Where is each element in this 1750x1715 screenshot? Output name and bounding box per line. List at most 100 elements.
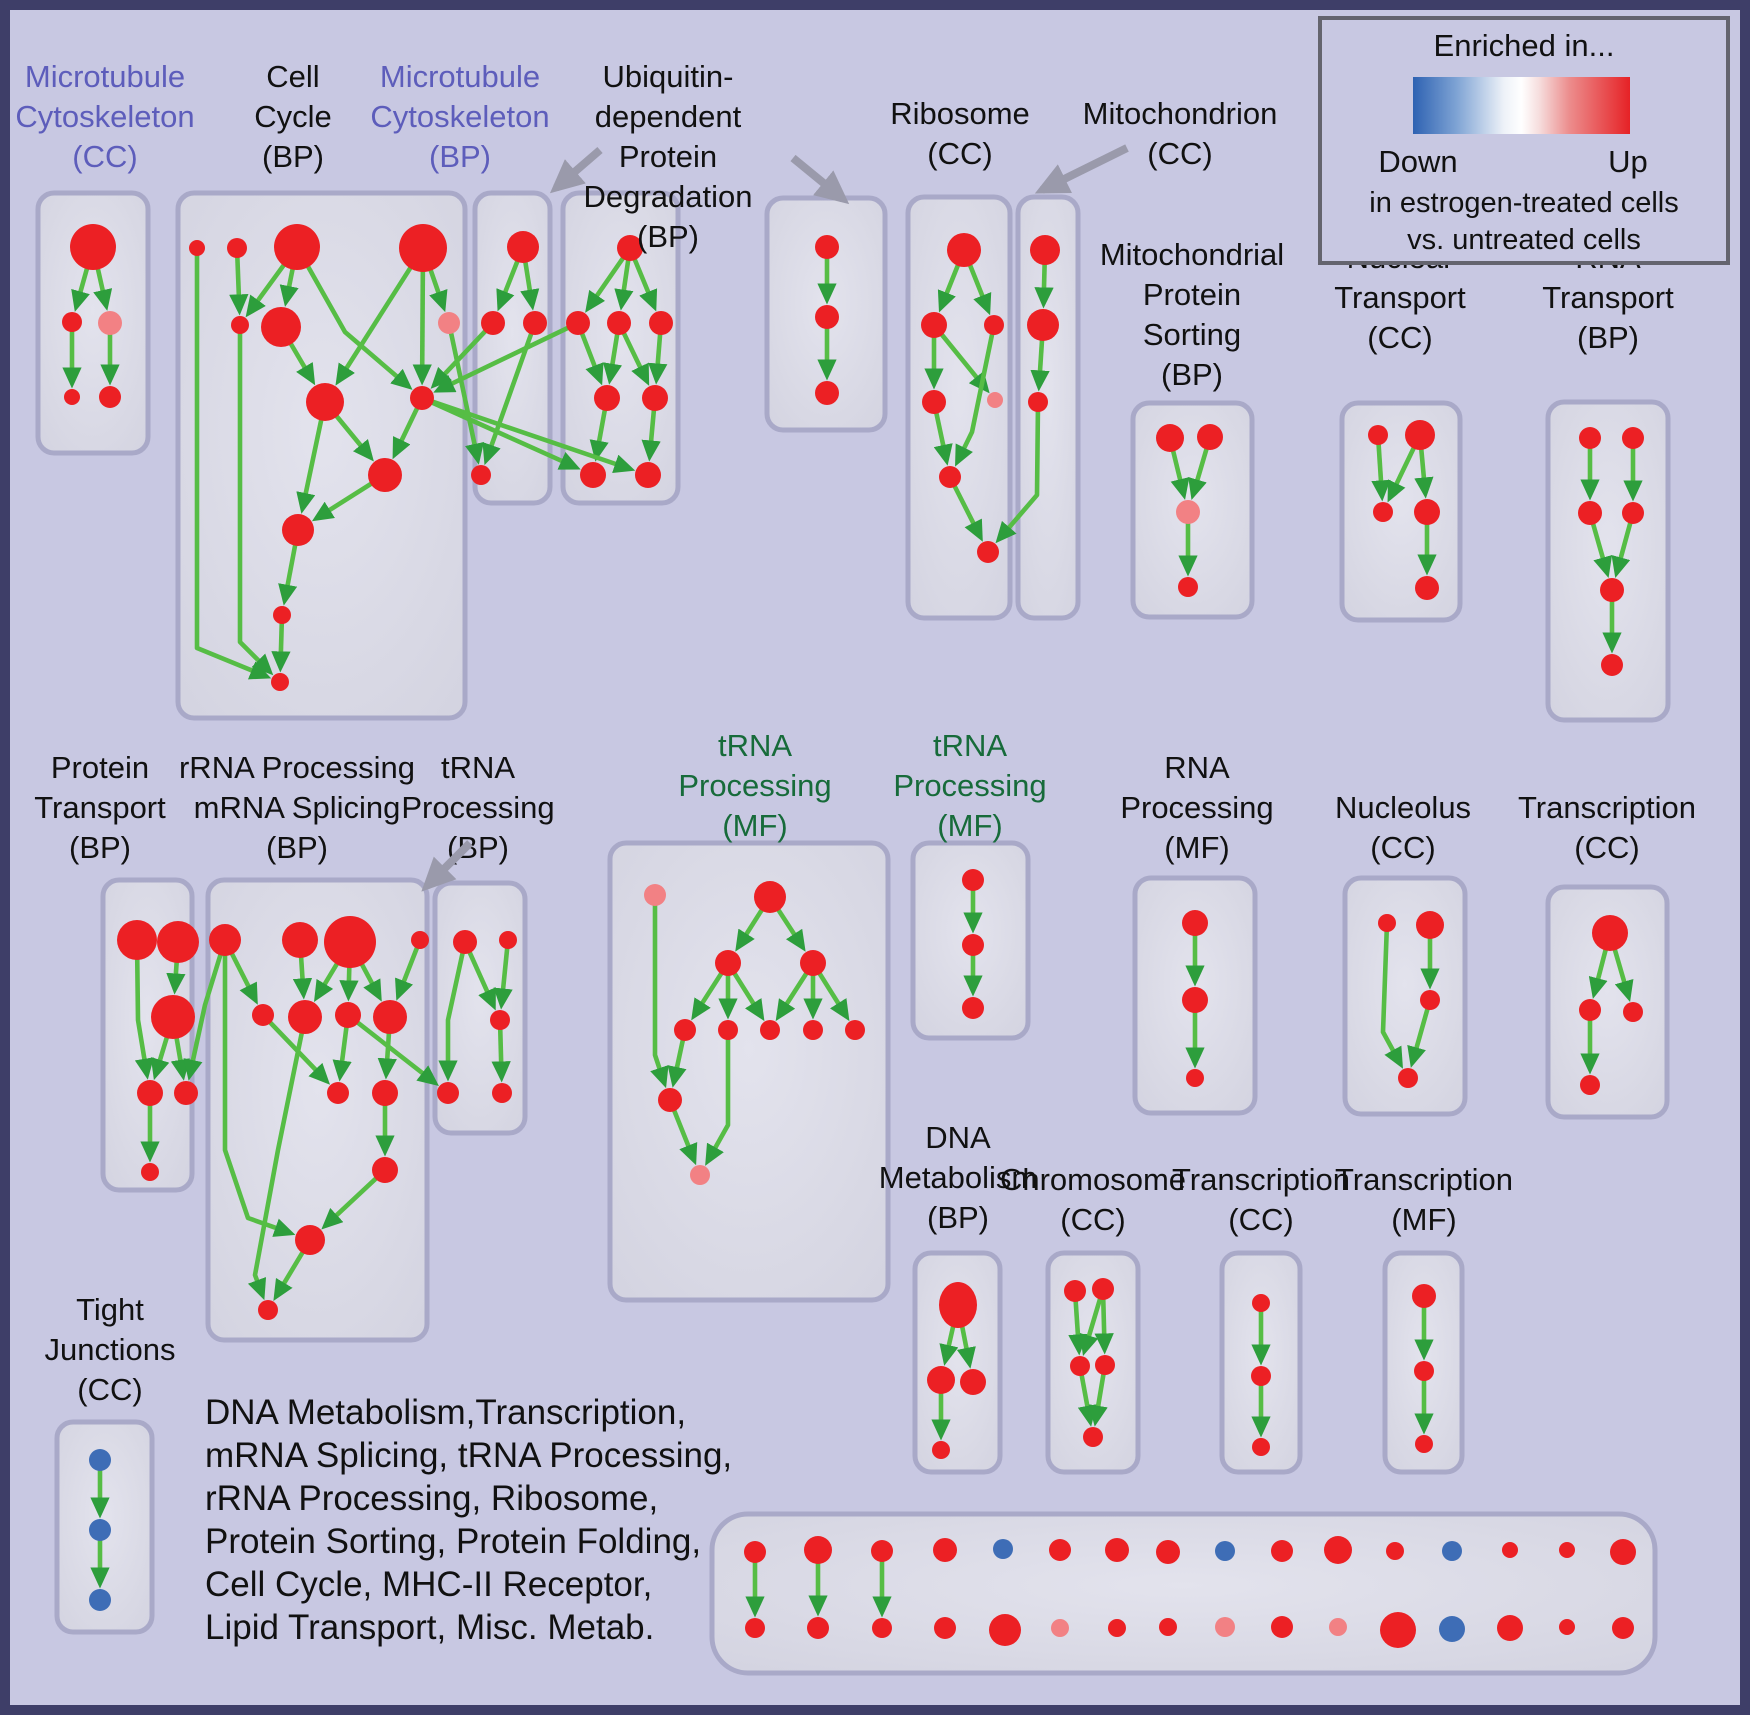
go-term-node-ch2 bbox=[1092, 1278, 1114, 1300]
go-term-node-sa6 bbox=[1049, 1539, 1071, 1561]
go-term-node-rt5 bbox=[1600, 578, 1624, 602]
label-pointer-arrow-2 bbox=[1034, 144, 1129, 194]
go-term-node-ms1 bbox=[1156, 424, 1184, 452]
go-term-node-sa7 bbox=[1105, 1538, 1129, 1562]
go-term-node-rp1 bbox=[1182, 910, 1208, 936]
go-term-node-tj2 bbox=[89, 1519, 111, 1541]
group-label-tight-junctions: Tight Junctions (CC) bbox=[45, 1292, 176, 1407]
go-term-node-rb6 bbox=[939, 466, 961, 488]
go-term-node-ub2 bbox=[815, 305, 839, 329]
group-label-ubiquitin-a: Ubiquitin-dependent Protein Degradation (BP… bbox=[584, 59, 753, 254]
go-term-node-rp3 bbox=[1186, 1069, 1204, 1087]
go-term-node-mi3 bbox=[1028, 392, 1048, 412]
edge-trna-mf-large bbox=[650, 895, 669, 1089]
go-term-node-rp2 bbox=[1182, 987, 1208, 1013]
group-label-protein-transport: Protein Transport (BP) bbox=[34, 750, 166, 865]
edge-rrna-mrna bbox=[321, 1168, 387, 1230]
go-term-node-tj3 bbox=[89, 1589, 111, 1611]
edge-ribosome bbox=[932, 323, 990, 394]
go-term-node-sb15 bbox=[1559, 1619, 1575, 1635]
go-term-node-cc1 bbox=[189, 240, 205, 256]
go-term-node-ua5 bbox=[594, 385, 620, 411]
go-term-node-sb13 bbox=[1439, 1616, 1465, 1642]
go-term-node-sa12 bbox=[1386, 1542, 1404, 1560]
go-term-node-tj1 bbox=[89, 1449, 111, 1471]
go-term-node-dm3 bbox=[960, 1369, 986, 1395]
go-term-node-rr10 bbox=[372, 1080, 398, 1106]
go-term-node-tm3 bbox=[715, 950, 741, 976]
edge-rrna-mrna bbox=[222, 940, 296, 1237]
go-term-node-pt2 bbox=[157, 921, 199, 963]
go-term-node-rb3 bbox=[984, 315, 1004, 335]
edge-ribosome bbox=[955, 324, 997, 467]
go-term-node-tm2 bbox=[754, 881, 786, 913]
go-term-node-ms3 bbox=[1176, 500, 1200, 524]
go-term-node-nt4 bbox=[1414, 499, 1440, 525]
go-term-node-mi2 bbox=[1027, 309, 1059, 341]
go-term-node-rr8 bbox=[373, 1000, 407, 1034]
go-term-node-sb4 bbox=[934, 1617, 956, 1639]
legend-down-label: Down bbox=[1378, 144, 1457, 179]
group-box-nuclear-transport bbox=[1339, 400, 1463, 623]
go-term-node-rr5 bbox=[252, 1004, 274, 1026]
go-term-node-ms4 bbox=[1178, 577, 1198, 597]
go-term-node-ms2 bbox=[1197, 424, 1223, 450]
label-pointer-arrow-0 bbox=[549, 146, 603, 194]
cross-edge bbox=[421, 395, 636, 473]
go-term-node-ub3 bbox=[815, 381, 839, 405]
edge-trna-bp bbox=[493, 939, 513, 1010]
go-term-node-tb4 bbox=[471, 465, 491, 485]
go-term-node-rt4 bbox=[1622, 502, 1644, 524]
go-term-node-sa4 bbox=[933, 1538, 957, 1562]
go-term-node-cc3 bbox=[274, 224, 320, 270]
go-term-node-mc4 bbox=[64, 389, 80, 405]
go-term-node-sb3 bbox=[872, 1618, 892, 1638]
go-term-node-sa9 bbox=[1215, 1541, 1235, 1561]
go-term-node-rb2 bbox=[921, 312, 947, 338]
edge-nuclear-transport bbox=[1371, 434, 1391, 502]
group-box-trna-mf-large bbox=[607, 840, 891, 1303]
go-term-node-ch1 bbox=[1064, 1280, 1086, 1302]
go-term-node-rr13 bbox=[258, 1300, 278, 1320]
go-term-node-sb11 bbox=[1329, 1618, 1347, 1636]
go-term-node-sb9 bbox=[1215, 1617, 1235, 1637]
group-box-rrna-mrna bbox=[205, 877, 430, 1343]
collapsed-categories-note-line: Protein Sorting, Protein Folding, bbox=[205, 1522, 701, 1561]
go-term-node-tk5 bbox=[492, 1083, 512, 1103]
go-term-node-sb16 bbox=[1612, 1617, 1634, 1639]
go-term-node-pt6 bbox=[141, 1163, 159, 1181]
go-term-node-rr1 bbox=[209, 924, 241, 956]
go-term-node-sa13 bbox=[1442, 1541, 1462, 1561]
go-term-node-tb2 bbox=[481, 311, 505, 335]
edge-cell-cycle bbox=[229, 247, 249, 316]
go-term-node-tk2 bbox=[499, 931, 517, 949]
go-term-node-tm6 bbox=[718, 1020, 738, 1040]
go-term-node-nt5 bbox=[1415, 576, 1439, 600]
go-term-node-tmf1 bbox=[1412, 1284, 1436, 1308]
group-box-mitochondrion bbox=[1015, 194, 1081, 621]
group-label-mito-protein-sorting: Mitochondrial Protein Sorting (BP) bbox=[1100, 237, 1284, 392]
go-term-node-tm7 bbox=[760, 1020, 780, 1040]
edge-trna-mf-large bbox=[705, 1030, 731, 1166]
go-term-node-cc5 bbox=[231, 316, 249, 334]
cross-edge bbox=[433, 320, 579, 393]
group-label-microtubule-bp: Microtubule Cytoskeleton (BP) bbox=[370, 59, 549, 174]
go-term-node-sa15 bbox=[1559, 1542, 1575, 1558]
go-term-node-pt5 bbox=[174, 1081, 198, 1105]
cross-edge bbox=[446, 322, 484, 465]
collapsed-categories-note-line: Lipid Transport, Misc. Metab. bbox=[205, 1608, 654, 1647]
go-term-node-tm5 bbox=[674, 1019, 696, 1041]
go-term-node-rr2 bbox=[282, 922, 318, 958]
go-term-node-ub1 bbox=[815, 235, 839, 259]
cross-edge bbox=[430, 321, 495, 389]
go-term-node-ua2 bbox=[566, 311, 590, 335]
go-term-node-rb5 bbox=[987, 392, 1003, 408]
edge-cell-cycle bbox=[194, 248, 272, 680]
group-box-microtubule-bp bbox=[472, 190, 553, 506]
cross-edge bbox=[346, 1013, 439, 1086]
go-term-node-sa10 bbox=[1271, 1540, 1293, 1562]
label-pointer-arrow-3 bbox=[421, 840, 473, 892]
go-term-node-sb10 bbox=[1271, 1616, 1293, 1638]
go-term-node-tc4 bbox=[1580, 1075, 1600, 1095]
go-term-node-ts3 bbox=[962, 997, 984, 1019]
